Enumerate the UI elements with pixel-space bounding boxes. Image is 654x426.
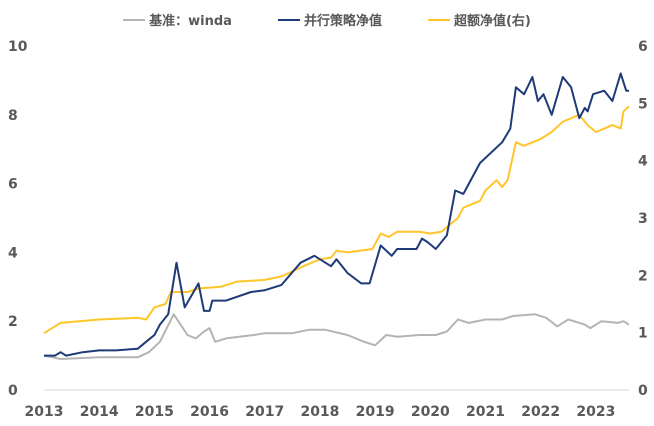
x-tick-label: 2017 [245,404,284,420]
legend-label: 基准：winda [149,14,232,29]
legend: 基准：winda 并行策略净值 超额净值(右) [0,10,654,29]
x-tick-label: 2019 [356,404,395,420]
x-tick-label: 2014 [80,404,119,420]
y-right-tick-label: 4 [638,154,648,170]
y-right-tick-label: 6 [638,39,648,55]
y-left-tick-label: 4 [8,245,18,261]
x-tick-label: 2013 [25,404,64,420]
series-line-benchmark [43,313,630,360]
x-tick-label: 2020 [411,404,450,420]
series-line-strategy [44,72,629,357]
x-tick-label: 2022 [521,404,560,420]
x-tick-label: 2018 [300,404,339,420]
x-tick-label: 2023 [576,404,615,420]
series-line-excess [43,105,630,335]
y-right-tick-label: 2 [638,268,648,284]
y-right-tick-label: 1 [638,326,648,342]
legend-swatch [123,18,146,21]
y-left-tick-label: 6 [8,177,18,193]
y-right-tick-label: 5 [638,96,648,112]
y-left-tick-label: 10 [8,39,28,55]
y-left-tick-label: 0 [8,383,18,399]
legend-label: 超额净值(右) [453,14,531,29]
legend-item-benchmark: 基准：winda [123,10,232,29]
y-left-tick-label: 2 [8,314,18,330]
legend-swatch [277,18,300,21]
legend-item-strategy: 并行策略净值 [277,10,382,29]
legend-label: 并行策略净值 [303,14,382,29]
y-right-tick-label: 0 [638,383,648,399]
x-tick-label: 2021 [466,404,505,420]
y-right-tick-label: 3 [638,211,648,227]
x-tick-label: 2015 [135,404,174,420]
y-left-tick-label: 8 [8,108,18,124]
x-tick-label: 2016 [190,404,229,420]
legend-item-excess: 超额净值(右) [427,10,531,29]
legend-swatch [427,18,450,21]
